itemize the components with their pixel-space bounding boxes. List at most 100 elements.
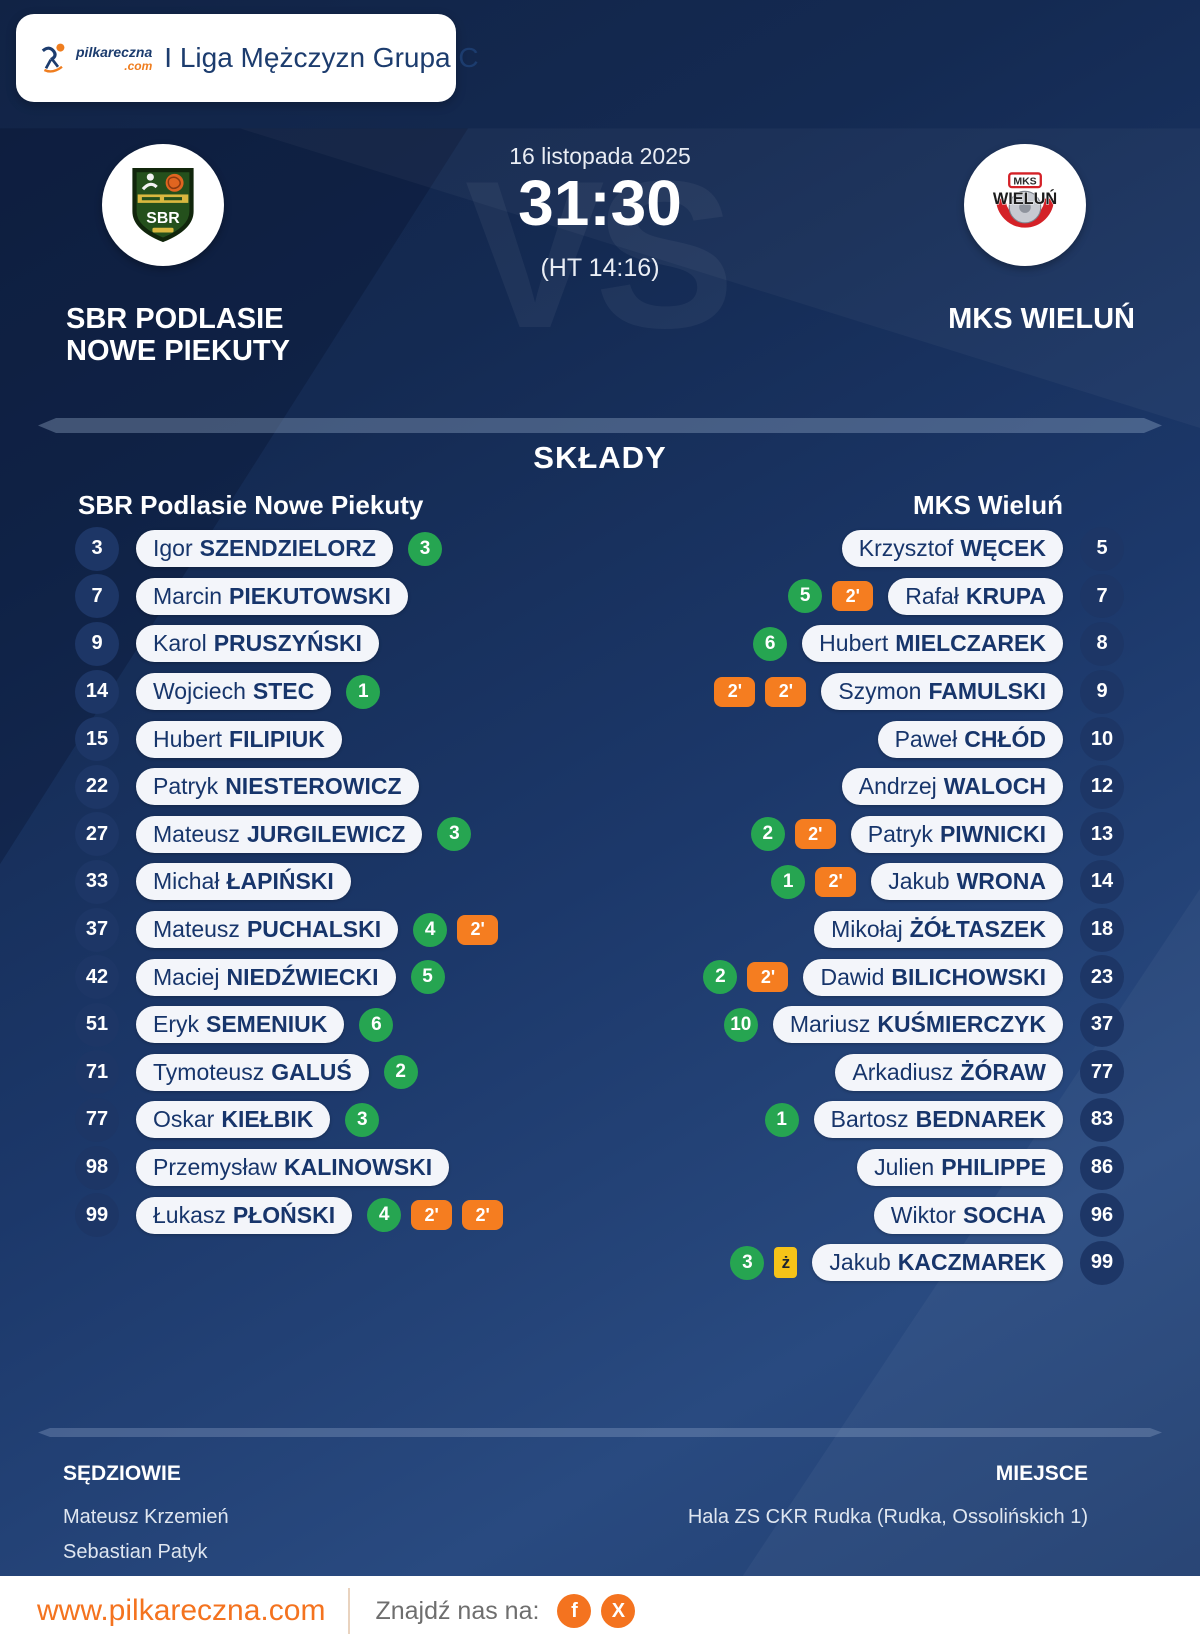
- player-name-pill: Łukasz PŁOŃSKI: [136, 1196, 353, 1234]
- goals-badge: 3: [437, 817, 472, 852]
- two-minute-badge: 2': [714, 676, 756, 707]
- venue-label: MIEJSCE: [995, 1462, 1088, 1485]
- league-header-card: pilkareczna .com I Liga Mężczyzn Grupa C: [16, 14, 479, 102]
- player-row: 2' 2' Szymon FAMULSKI 9: [703, 668, 1124, 716]
- player-name-pill: Tymoteusz GALUŚ: [136, 1053, 369, 1091]
- player-number: 5: [1080, 526, 1124, 571]
- player-number: 10: [1080, 717, 1124, 762]
- player-number: 42: [75, 955, 119, 1000]
- goals-badge: 3: [407, 531, 442, 566]
- two-minute-badge: 2': [411, 1200, 453, 1231]
- player-badges: 5: [410, 960, 445, 995]
- player-name-pill: Oskar KIEŁBIK: [136, 1101, 331, 1139]
- league-title: I Liga Mężczyzn Grupa C: [164, 42, 479, 73]
- player-first-name: Igor: [153, 535, 193, 562]
- player-last-name: ŻÓŁTASZEK: [909, 916, 1046, 943]
- section-divider: [38, 418, 1162, 433]
- player-name-pill: Mariusz KUŚMIERCZYK: [772, 1006, 1063, 1044]
- player-name-pill: Paweł CHŁÓD: [877, 720, 1063, 758]
- player-row: 2 2' Dawid BILICHOWSKI 23: [703, 953, 1124, 1001]
- player-first-name: Patryk: [153, 773, 219, 800]
- player-row: 27 Mateusz JURGILEWICZ 3: [75, 811, 503, 859]
- two-minute-badge: 2': [747, 962, 789, 993]
- rosters-title: SKŁADY: [533, 440, 667, 475]
- player-badges: 4 2': [413, 912, 499, 947]
- player-name-pill: Przemysław KALINOWSKI: [136, 1149, 450, 1187]
- goals-badge: 3: [345, 1102, 380, 1137]
- player-first-name: Patryk: [867, 820, 933, 847]
- player-last-name: FILIPIUK: [229, 725, 325, 752]
- player-first-name: Tymoteusz: [153, 1058, 265, 1085]
- player-name-pill: Hubert MIELCZAREK: [802, 625, 1063, 663]
- player-number: 77: [75, 1097, 119, 1142]
- player-name-pill: Maciej NIEDŹWIECKI: [136, 958, 396, 996]
- player-badges: 3: [437, 817, 472, 852]
- pilkareczna-logo-text: pilkareczna .com: [76, 45, 152, 72]
- player-number: 18: [1080, 907, 1124, 952]
- goals-badge: 2: [750, 817, 785, 852]
- player-last-name: PŁOŃSKI: [232, 1201, 336, 1228]
- player-badges: 4 2' 2': [367, 1198, 504, 1233]
- referees-label: SĘDZIOWIE: [63, 1462, 181, 1485]
- facebook-icon[interactable]: f: [557, 1594, 592, 1628]
- away-team-name: MKS WIELUŃ: [948, 303, 1135, 335]
- player-number: 83: [1080, 1097, 1124, 1142]
- player-first-name: Wojciech: [153, 678, 246, 705]
- player-row: Arkadiusz ŻÓRAW 77: [703, 1049, 1124, 1097]
- goals-badge: 10: [723, 1007, 758, 1042]
- yellow-card-badge: ż: [774, 1247, 798, 1279]
- player-first-name: Marcin: [153, 582, 223, 609]
- player-number: 9: [75, 621, 119, 666]
- home-crest-text: SBR: [146, 210, 180, 227]
- player-last-name: BILICHOWSKI: [891, 963, 1046, 990]
- home-roster: 3 Igor SZENDZIELORZ 3 7 Marcin PIEKUTOWSKI 9 Kar…: [75, 525, 504, 1239]
- player-row: 33 Michał ŁAPIŃSKI: [75, 858, 503, 906]
- player-last-name: PIWNICKI: [939, 820, 1046, 847]
- officials-section: SĘDZIOWIE Mateusz Krzemień Sebastian Pat…: [63, 1462, 1088, 1570]
- player-last-name: PIEKUTOWSKI: [229, 582, 391, 609]
- player-last-name: GALUŚ: [271, 1058, 352, 1085]
- player-first-name: Maciej: [153, 963, 220, 990]
- player-first-name: Eryk: [153, 1011, 199, 1038]
- website-link[interactable]: www.pilkareczna.com: [37, 1594, 326, 1627]
- player-first-name: Bartosz: [830, 1106, 909, 1133]
- player-badges: 3: [345, 1102, 380, 1137]
- player-name-pill: Jakub WRONA: [871, 863, 1063, 901]
- player-last-name: ŁAPIŃSKI: [226, 868, 334, 895]
- goals-badge: 2: [383, 1055, 418, 1090]
- match-date: 16 listopada 2025: [509, 143, 691, 169]
- away-roster: Krzysztof WĘCEK 5 5 2' Rafał KRUPA 7 6 Hubert MIEL…: [703, 525, 1124, 1287]
- goals-badge: 1: [764, 1102, 799, 1137]
- player-number: 77: [1080, 1050, 1124, 1095]
- player-first-name: Szymon: [838, 678, 922, 705]
- x-icon[interactable]: X: [601, 1594, 636, 1628]
- player-row: Krzysztof WĘCEK 5: [703, 525, 1124, 573]
- player-name-pill: Wiktor SOCHA: [873, 1196, 1063, 1234]
- player-name-pill: Rafał KRUPA: [888, 577, 1063, 615]
- player-name-pill: Jakub KACZMAREK: [812, 1244, 1063, 1282]
- player-first-name: Andrzej: [858, 773, 937, 800]
- player-name-pill: Igor SZENDZIELORZ: [136, 530, 393, 568]
- player-first-name: Mariusz: [789, 1011, 871, 1038]
- goals-badge: 3: [730, 1245, 765, 1280]
- venue-block: MIEJSCE Hala ZS CKR Rudka (Rudka, Ossoli…: [688, 1462, 1088, 1570]
- player-number: 3: [75, 526, 119, 571]
- player-row: 51 Eryk SEMENIUK 6: [75, 1001, 503, 1049]
- home-team-name-line2: NOWE PIEKUTY: [66, 335, 290, 368]
- player-first-name: Jakub: [888, 868, 950, 895]
- player-number: 98: [75, 1145, 119, 1190]
- player-badges: 2 2': [750, 817, 836, 852]
- referee-name: Mateusz Krzemień: [63, 1506, 229, 1528]
- player-last-name: WALOCH: [943, 773, 1046, 800]
- footer-divider: [38, 1428, 1162, 1437]
- player-first-name: Hubert: [819, 630, 889, 657]
- player-last-name: NIEDŹWIECKI: [226, 963, 379, 990]
- player-badges: 2 2': [703, 960, 789, 995]
- player-row: 99 Łukasz PŁOŃSKI 4 2' 2': [75, 1191, 504, 1239]
- player-badges: 5 2': [788, 579, 874, 614]
- player-first-name: Michał: [153, 868, 220, 895]
- player-last-name: WRONA: [956, 868, 1046, 895]
- away-team-name-line1: MKS WIELUŃ: [948, 303, 1135, 335]
